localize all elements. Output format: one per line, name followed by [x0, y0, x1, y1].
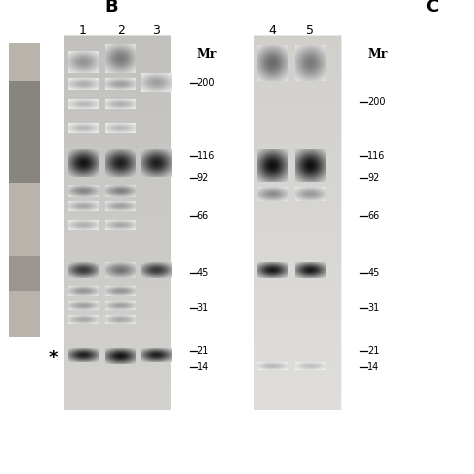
Text: 66: 66 [197, 210, 209, 221]
Text: 116: 116 [197, 151, 215, 162]
Text: 1: 1 [79, 24, 87, 37]
Text: 92: 92 [197, 173, 209, 183]
Text: 2: 2 [117, 24, 125, 37]
Text: *: * [48, 349, 58, 367]
Bar [9, 81, 40, 183]
Text: 31: 31 [367, 303, 380, 313]
Bar [64, 36, 171, 410]
Text: 5: 5 [307, 24, 314, 37]
Text: 3: 3 [153, 24, 160, 37]
Text: 14: 14 [367, 362, 380, 373]
Text: 200: 200 [197, 78, 215, 88]
Bar [9, 256, 40, 291]
Text: 116: 116 [367, 151, 386, 162]
Text: 14: 14 [197, 362, 209, 373]
Text: 45: 45 [197, 267, 209, 278]
Text: 66: 66 [367, 210, 380, 221]
Bar [9, 43, 40, 337]
Text: Mr: Mr [197, 48, 217, 61]
Text: 31: 31 [197, 303, 209, 313]
Text: B: B [105, 0, 118, 16]
Text: 92: 92 [367, 173, 380, 183]
Text: 21: 21 [197, 346, 209, 356]
Text: C: C [425, 0, 438, 16]
Bar [254, 36, 341, 410]
Text: Mr: Mr [367, 48, 388, 61]
Text: 4: 4 [269, 24, 276, 37]
Text: 21: 21 [367, 346, 380, 356]
Text: 200: 200 [367, 97, 386, 107]
Text: 45: 45 [367, 267, 380, 278]
